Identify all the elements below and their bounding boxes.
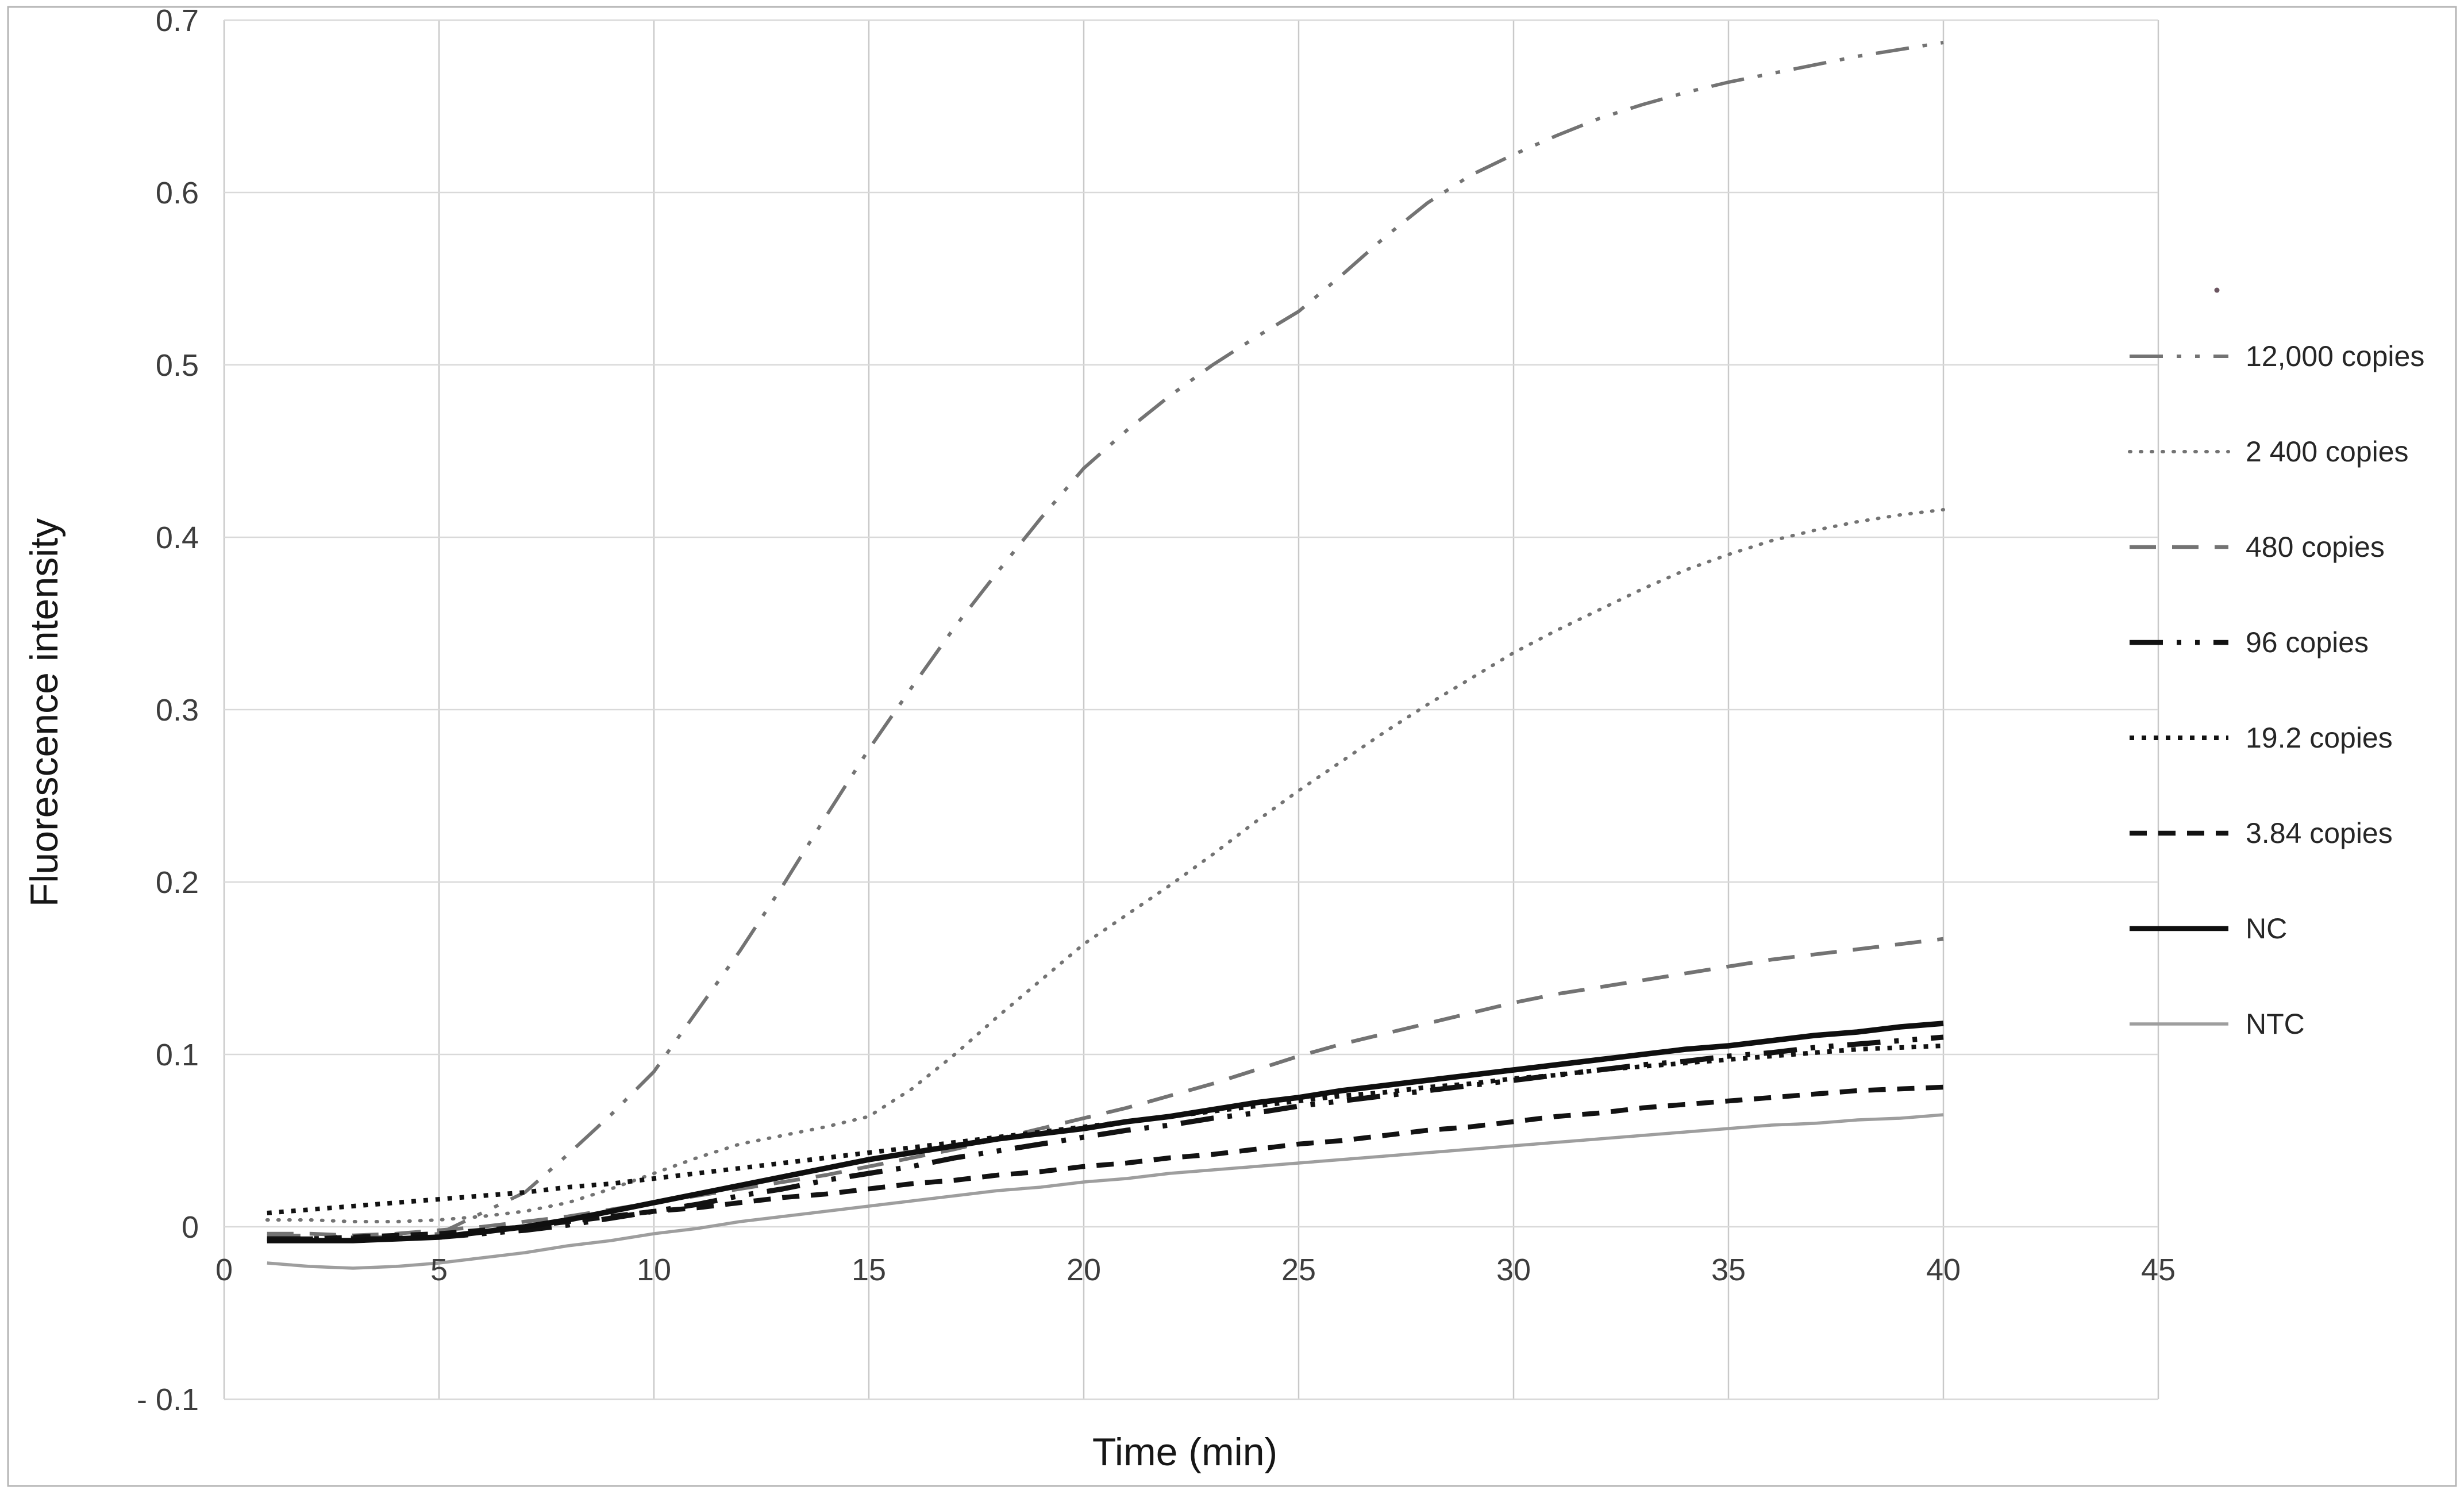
legend-label: 3.84 copies: [2246, 817, 2393, 849]
series-line-5: [267, 1084, 1944, 1242]
legend-label: NC: [2246, 912, 2287, 945]
x-tick-label: 5: [430, 1253, 448, 1287]
y-tick-label: - 0.1: [137, 1383, 199, 1417]
x-tick-label: 25: [1281, 1253, 1316, 1287]
legend-item-0: 12,000 copies: [2130, 340, 2424, 372]
series-line-4: [267, 1044, 1944, 1215]
legend-item-2: 480 copies: [2130, 531, 2385, 563]
x-tick-label: 0: [215, 1253, 233, 1287]
x-tick-label: 40: [1926, 1253, 1961, 1287]
y-tick-label: 0: [182, 1210, 199, 1245]
legend-label: 12,000 copies: [2246, 340, 2424, 372]
series-line-6: [267, 1021, 1944, 1243]
artifact-dot: [2214, 287, 2220, 293]
x-tick-label: 35: [1711, 1253, 1746, 1287]
legend-label: 2 400 copies: [2246, 436, 2409, 468]
y-tick-label: 0.4: [156, 521, 199, 555]
y-tick-label: 0.2: [156, 865, 199, 900]
y-tick-label: 0.6: [156, 176, 199, 210]
legend-label: 480 copies: [2246, 531, 2385, 563]
legend-item-6: NC: [2130, 912, 2287, 945]
gridlines: [223, 19, 2159, 1400]
legend-label: 19.2 copies: [2246, 722, 2393, 754]
legend-item-7: NTC: [2130, 1008, 2305, 1040]
y-axis-title: Fluorescence intensity: [22, 518, 66, 907]
y-tick-label: 0.7: [156, 3, 199, 38]
series-line-7: [267, 1113, 1944, 1270]
x-tick-label: 30: [1496, 1253, 1531, 1287]
legend-label: NTC: [2246, 1008, 2305, 1040]
y-tick-label: 0.1: [156, 1038, 199, 1072]
series-line-0: [267, 41, 1944, 1239]
y-tick-label: 0.3: [156, 693, 199, 727]
legend: 12,000 copies 2 400 copies 480 copies 96 co…: [2128, 340, 2424, 1040]
legend-item-5: 3.84 copies: [2130, 817, 2393, 849]
legend-item-1: 2 400 copies: [2128, 436, 2409, 468]
x-tick-label: 45: [2141, 1253, 2176, 1287]
x-tick-label: 10: [637, 1253, 671, 1287]
y-tick-label: 0.5: [156, 348, 199, 383]
x-axis-title: Time (min): [1092, 1430, 1277, 1474]
series-lines: [265, 41, 1945, 1270]
figure-border: [7, 6, 2457, 1487]
series-line-1: [265, 508, 1945, 1223]
x-tick-label: 20: [1067, 1253, 1101, 1287]
legend-item-3: 96 copies: [2130, 626, 2369, 659]
axis-tick-labels: 0 5 10 15 20 25 30 35 40 45 0.7 0.6 0.5 0.4 0.3 0.2 0.1 0…: [137, 3, 2176, 1417]
series-line-3: [267, 1034, 1944, 1242]
legend-label: 96 copies: [2246, 626, 2369, 659]
x-tick-label: 15: [852, 1253, 886, 1287]
legend-item-4: 19.2 copies: [2130, 722, 2393, 754]
series-line-2: [267, 937, 1944, 1238]
